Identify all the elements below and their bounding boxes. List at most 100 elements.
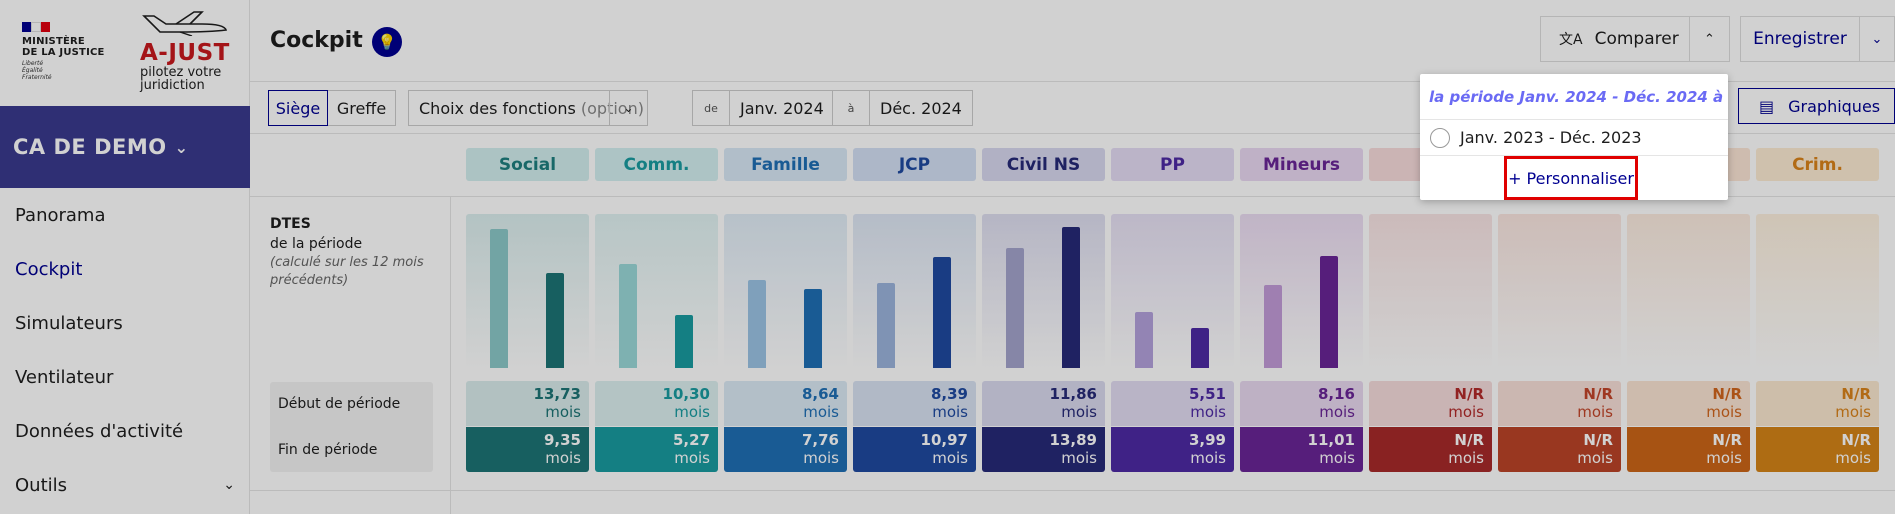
value-debut: N/R mois xyxy=(1627,381,1750,426)
radio-button[interactable] xyxy=(1430,127,1450,148)
value-debut: 8,64 mois xyxy=(724,381,847,426)
legend-fin: Fin de période xyxy=(278,442,378,458)
bar-panel xyxy=(595,214,718,368)
chart-icon: ▤ xyxy=(1759,96,1775,116)
value-fin: 3,99 mois xyxy=(1111,427,1234,472)
bar-start xyxy=(877,282,895,368)
app-tagline-1: pilotez votre xyxy=(140,65,222,80)
category-tab[interactable]: PP xyxy=(1111,148,1234,181)
value-debut: N/R mois xyxy=(1498,381,1621,426)
bar-panel xyxy=(1111,214,1234,368)
french-flag-icon xyxy=(22,22,51,32)
sidebar-item-label: Outils xyxy=(15,474,68,496)
value-unit: mois xyxy=(1319,403,1355,421)
category-tab[interactable]: Comm. xyxy=(595,148,718,181)
sidebar-item-label: Panorama xyxy=(15,204,106,226)
sidebar-item-cockpit[interactable]: Cockpit xyxy=(0,242,250,296)
value-debut: 5,51 mois xyxy=(1111,381,1234,426)
app-logo[interactable]: A-JUST pilotez votre juridiction xyxy=(140,10,240,92)
sidebar-item-ventilateur[interactable]: Ventilateur xyxy=(0,350,250,404)
sidebar-item-outils[interactable]: Outils ⌄ xyxy=(0,458,250,512)
translate-icon: 文A xyxy=(1559,32,1583,48)
value-unit: mois xyxy=(1319,449,1355,467)
compare-button[interactable]: 文A Comparer xyxy=(1540,16,1690,62)
value-fin: 7,76 mois xyxy=(724,427,847,472)
popup-option-label: Janv. 2023 - Déc. 2023 xyxy=(1460,128,1642,147)
category-tab[interactable]: Civil NS xyxy=(982,148,1105,181)
bar-panel xyxy=(466,214,589,368)
graphiques-label: Graphiques xyxy=(1788,96,1881,116)
category-tab[interactable]: Social xyxy=(466,148,589,181)
sidebar-item-donnees[interactable]: Données d'activité xyxy=(0,404,250,458)
value-fin: 5,27 mois xyxy=(595,427,718,472)
app-name: A-JUST xyxy=(140,40,230,66)
value-fin-number: N/R xyxy=(1454,431,1484,449)
bar-start xyxy=(490,228,508,368)
category-tab[interactable]: Crim. xyxy=(1756,148,1879,181)
compare-label: Comparer xyxy=(1594,29,1679,49)
sidebar-item-label: Ventilateur xyxy=(15,366,114,388)
legend-debut: Début de période xyxy=(278,396,401,412)
compare-popup: la période Janv. 2024 - Déc. 2024 à Janv… xyxy=(1420,74,1728,200)
bar-panel xyxy=(1498,214,1621,368)
value-fin-number: 3,99 xyxy=(1188,431,1226,449)
fonctions-label: Choix des fonctions xyxy=(419,98,576,118)
category-tab[interactable]: JCP xyxy=(853,148,976,181)
to-date-value: Déc. 2024 xyxy=(880,98,962,118)
value-debut: 11,86 mois xyxy=(982,381,1105,426)
chevron-down-icon: ⌄ xyxy=(174,137,189,157)
value-debut-number: N/R xyxy=(1454,385,1484,403)
sidebar: MINISTÈRE DE LA JUSTICE Liberté Égalité … xyxy=(0,0,250,514)
plane-icon xyxy=(142,11,228,37)
value-debut: 8,16 mois xyxy=(1240,381,1363,426)
sidebar-item-label: Données d'activité xyxy=(15,420,184,442)
greffe-label: Greffe xyxy=(336,98,387,118)
value-debut-number: 8,64 xyxy=(801,385,839,403)
value-unit: mois xyxy=(1706,403,1742,421)
personnaliser-label: + Personnaliser xyxy=(1508,168,1634,188)
from-label-text: de xyxy=(704,101,718,115)
lightbulb-icon[interactable]: 💡 xyxy=(372,27,402,57)
value-unit: mois xyxy=(545,403,581,421)
bar-end xyxy=(933,256,951,368)
fonctions-option-hint: (option) xyxy=(580,98,644,118)
app-tagline-2: juridiction xyxy=(140,78,205,93)
graphiques-button[interactable]: ▤ Graphiques xyxy=(1738,88,1895,124)
bar-start xyxy=(619,263,637,368)
from-date-value: Janv. 2024 xyxy=(740,98,824,118)
bar-end xyxy=(1062,227,1080,368)
compare-dropdown-toggle[interactable]: ⌃ xyxy=(1690,16,1730,62)
greffe-toggle[interactable]: Greffe xyxy=(328,90,396,126)
devise-2: Égalité xyxy=(22,67,43,74)
court-selector[interactable]: CA DE DEMO ⌄ xyxy=(0,106,250,188)
chevron-down-icon: ⌄ xyxy=(223,477,235,493)
value-unit: mois xyxy=(1706,449,1742,467)
fonctions-select[interactable]: Choix des fonctions (option) ⌄ xyxy=(408,90,648,126)
siege-toggle[interactable]: Siège xyxy=(268,90,328,126)
value-unit: mois xyxy=(1190,449,1226,467)
to-date-picker[interactable]: Déc. 2024 xyxy=(870,90,973,126)
bar-panel xyxy=(1756,214,1879,368)
sidebar-item-panorama[interactable]: Panorama xyxy=(0,188,250,242)
value-debut-number: N/R xyxy=(1841,385,1871,403)
save-button[interactable]: Enregistrer xyxy=(1740,16,1860,62)
category-tab[interactable]: Mineurs xyxy=(1240,148,1363,181)
category-tab[interactable]: Famille xyxy=(724,148,847,181)
value-unit: mois xyxy=(1835,449,1871,467)
value-unit: mois xyxy=(1061,403,1097,421)
personnaliser-button[interactable]: + Personnaliser xyxy=(1504,156,1638,200)
value-unit: mois xyxy=(1577,449,1613,467)
logo-area: MINISTÈRE DE LA JUSTICE Liberté Égalité … xyxy=(0,0,249,106)
sidebar-item-simulateurs[interactable]: Simulateurs xyxy=(0,296,250,350)
value-fin-number: 13,89 xyxy=(1049,431,1097,449)
value-fin-number: 9,35 xyxy=(543,431,581,449)
value-fin: N/R mois xyxy=(1369,427,1492,472)
from-date-picker[interactable]: Janv. 2024 xyxy=(730,90,835,126)
bar-end xyxy=(1320,256,1338,368)
devise-3: Fraternité xyxy=(22,74,52,81)
bar-end xyxy=(675,314,693,368)
value-debut-number: 8,39 xyxy=(930,385,968,403)
value-debut-number: N/R xyxy=(1712,385,1742,403)
popup-option[interactable]: Janv. 2023 - Déc. 2023 xyxy=(1420,120,1728,156)
bar-start xyxy=(748,280,766,368)
